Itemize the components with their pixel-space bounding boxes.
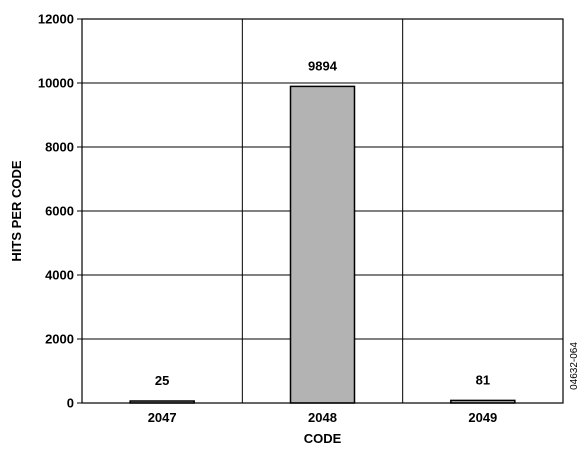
bar-2048 <box>289 85 356 404</box>
y-axis-ticks: 0 2000 4000 6000 8000 10000 12000 <box>38 12 82 411</box>
figure-id-note: 04632-064 <box>569 342 580 390</box>
x-axis-ticks: 2047 2048 2049 <box>148 410 498 425</box>
x-tick-label: 2048 <box>308 410 337 425</box>
y-tick-label: 2000 <box>45 332 74 347</box>
y-axis-title: HITS PER CODE <box>9 160 24 261</box>
y-tick-label: 0 <box>67 396 74 411</box>
y-tick-label: 12000 <box>38 12 74 27</box>
y-tick-label: 8000 <box>45 140 74 155</box>
data-label-2049: 81 <box>476 372 490 387</box>
data-labels: 25 9894 81 <box>155 58 490 388</box>
x-tick-label: 2047 <box>148 410 177 425</box>
y-tick-label: 6000 <box>45 204 74 219</box>
data-label-2047: 25 <box>155 373 169 388</box>
y-tick-label: 4000 <box>45 268 74 283</box>
bars <box>129 85 516 404</box>
y-tick-label: 10000 <box>38 76 74 91</box>
x-axis-title: CODE <box>304 431 342 446</box>
x-tick-label: 2049 <box>468 410 497 425</box>
data-label-2048: 9894 <box>308 58 338 73</box>
